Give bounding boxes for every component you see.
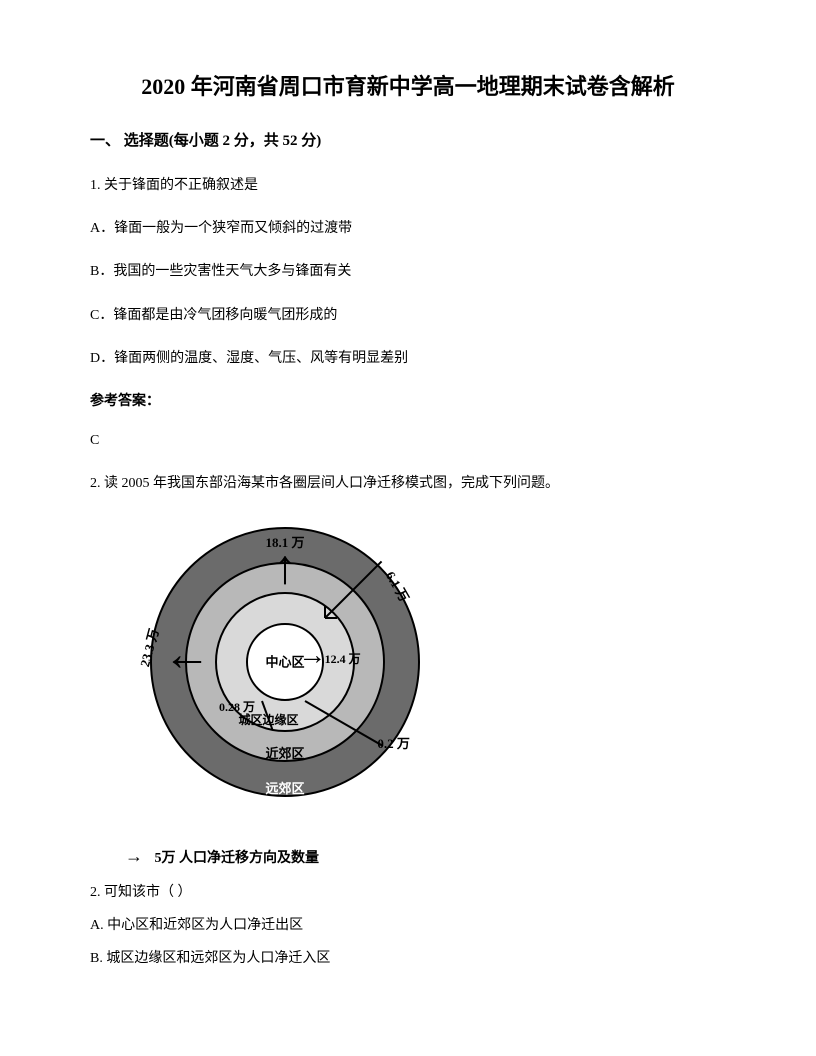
value-bottom-outer: 0.2 万 — [377, 732, 410, 755]
q1-option-d: D．锋面两侧的温度、湿度、气压、风等有明显差别 — [90, 346, 726, 371]
value-top: 18.1 万 — [265, 531, 304, 554]
legend-text: 5万 人口净迁移方向及数量 — [155, 851, 320, 866]
arrow-up-icon: ↑ — [273, 556, 297, 580]
label-r4: 远郊区 — [265, 777, 304, 800]
line-topright-arrow2 — [325, 617, 337, 619]
label-r3: 近郊区 — [265, 742, 304, 765]
q2-sub-option-a: A. 中心区和近郊区为人口净迁出区 — [90, 913, 726, 938]
label-center: 中心区 — [265, 650, 304, 673]
q1-stem: 1. 关于锋面的不正确叙述是 — [90, 173, 726, 198]
q2-sub-stem: 2. 可知该市（ ） — [90, 880, 726, 905]
q2-stem: 2. 读 2005 年我国东部沿海某市各圈层间人口净迁移模式图，完成下列问题。 — [90, 471, 726, 496]
q1-answer: C — [90, 428, 726, 453]
legend-arrow-icon: → — [125, 846, 143, 866]
q2-sub-option-b: B. 城区边缘区和远郊区为人口净迁入区 — [90, 946, 726, 971]
answer-label: 参考答案： — [90, 389, 726, 414]
arrow-left-icon: ← — [163, 643, 211, 667]
value-bottom-inner: 0.28 万 — [219, 697, 255, 719]
value-right-in: 12.4 万 — [325, 649, 361, 671]
diagram-legend: → 5万 人口净迁移方向及数量 — [125, 840, 726, 872]
page-title: 2020 年河南省周口市育新中学高一地理期末试卷含解析 — [90, 70, 726, 103]
migration-diagram: ↑ ← → 中心区 城区边缘区 近郊区 远郊区 18.1 万 23.3 万 12… — [120, 515, 450, 835]
q1-option-c: C．锋面都是由冷气团移向暖气团形成的 — [90, 303, 726, 328]
q1-option-a: A．锋面一般为一个狭窄而又倾斜的过渡带 — [90, 216, 726, 241]
section-header: 一、 选择题(每小题 2 分，共 52 分) — [90, 128, 726, 155]
q1-option-b: B．我国的一些灾害性天气大多与锋面有关 — [90, 259, 726, 284]
